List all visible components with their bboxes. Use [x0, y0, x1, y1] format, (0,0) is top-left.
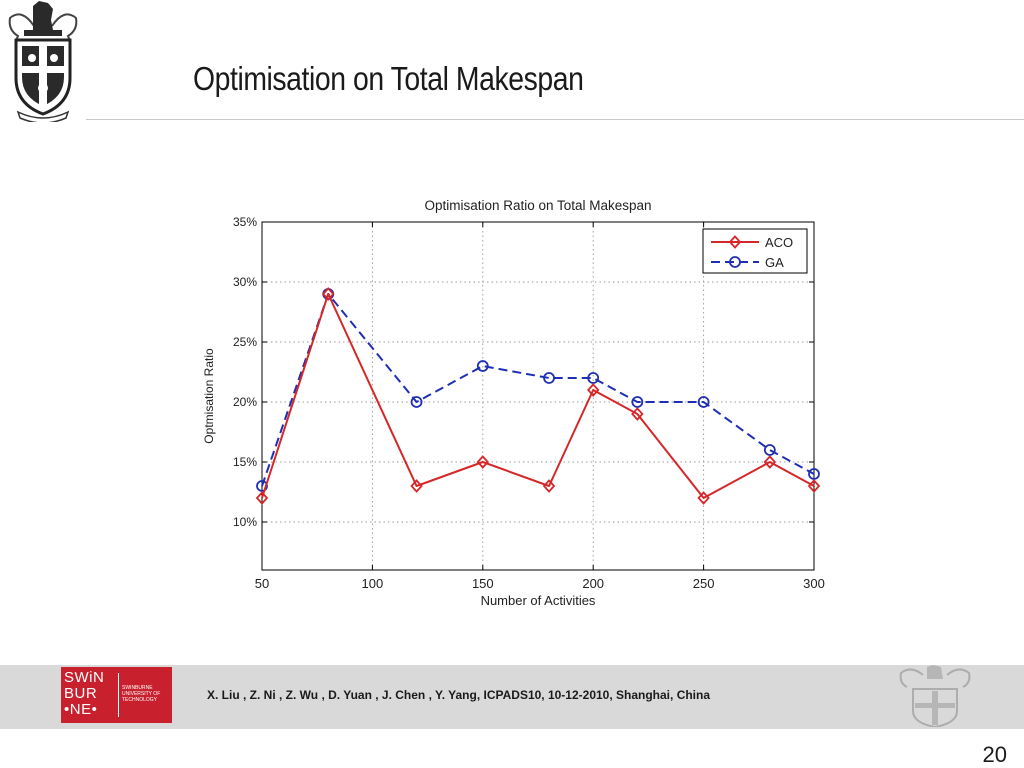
data-point-ga	[808, 468, 820, 480]
data-point-aco	[255, 491, 269, 505]
legend-label-aco: ACO	[765, 235, 793, 250]
data-point-ga	[631, 396, 644, 408]
data-point-aco	[697, 491, 710, 505]
series-line-aco	[261, 293, 815, 499]
footer-crest-watermark	[899, 665, 971, 727]
data-point-ga	[256, 480, 268, 492]
slide-title: Optimisation on Total Makespan	[193, 60, 584, 97]
data-point-aco	[322, 287, 335, 301]
logo-divider	[118, 673, 119, 717]
series-line-ga	[261, 293, 815, 487]
y-tick-label: 20%	[233, 395, 257, 409]
swinburne-wordmark: SWiN BUR •NE•	[64, 670, 118, 718]
x-tick-label: 200	[582, 576, 604, 591]
y-tick-label: 10%	[233, 515, 257, 529]
y-tick-label: 30%	[233, 275, 257, 289]
data-point-aco	[542, 479, 556, 493]
data-point-ga	[476, 360, 489, 372]
x-tick-label: 150	[472, 576, 494, 591]
title-divider	[86, 119, 1024, 120]
page-number: 20	[982, 742, 1007, 767]
data-point-ga	[697, 396, 710, 408]
legend-label-ga: GA	[765, 255, 784, 270]
data-point-aco	[410, 479, 423, 493]
data-point-aco	[631, 407, 644, 421]
data-point-ga	[587, 372, 600, 384]
y-tick-label: 25%	[233, 335, 257, 349]
x-tick-label: 100	[362, 576, 384, 591]
legend-box	[702, 228, 808, 274]
x-tick-label: 50	[255, 576, 269, 591]
wordmark-line-2: BUR	[64, 685, 98, 702]
plot-area	[262, 222, 814, 570]
legend-marker-aco	[728, 235, 742, 249]
legend-marker-ga	[729, 256, 741, 268]
data-point-ga	[763, 444, 776, 456]
swinburne-logo: SWiN BUR •NE• SWINBURNE UNIVERSITY OF TE…	[61, 667, 172, 723]
citation-text: X. Liu , Z. Ni , Z. Wu , D. Yuan , J. Ch…	[207, 688, 711, 702]
x-axis-label: Number of Activities	[481, 593, 596, 608]
x-tick-label: 300	[803, 576, 825, 591]
x-tick-label: 250	[693, 576, 715, 591]
y-axis-label: Optmisation Ratio	[202, 348, 216, 444]
data-point-aco	[476, 455, 490, 469]
y-tick-label: 15%	[233, 455, 257, 469]
line-chart: 50 100 150 200 250 300 10% 15% 20% 25% 30% 35% Optim…	[196, 188, 832, 618]
data-point-aco	[807, 479, 821, 493]
axes-box	[261, 221, 815, 571]
chart-title: Optimisation Ratio on Total Makespan	[424, 198, 651, 213]
y-tick-label: 35%	[233, 215, 257, 229]
university-name: SWINBURNE UNIVERSITY OF TECHNOLOGY	[122, 685, 161, 703]
wordmark-line-3: •NE•	[64, 701, 98, 718]
data-point-aco	[763, 455, 777, 469]
data-point-aco	[586, 383, 600, 397]
wordmark-line-1: SWiN	[64, 669, 105, 686]
data-point-ga	[543, 372, 555, 384]
data-point-ga	[410, 396, 423, 408]
university-crest-logo	[8, 1, 78, 122]
